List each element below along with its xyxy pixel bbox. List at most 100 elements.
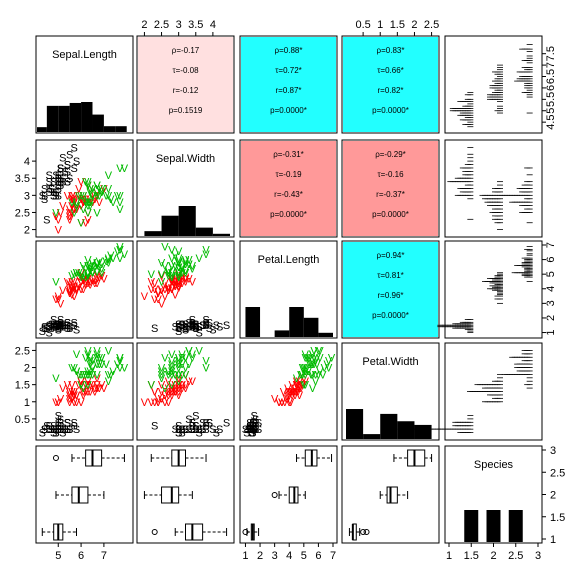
scatter-point: V: [290, 387, 298, 399]
scatter-point: V: [158, 284, 166, 296]
scatter-point: S: [249, 424, 256, 436]
scatter-point: V: [73, 397, 81, 409]
tick-label: 4: [286, 550, 292, 562]
scatter-point: V: [158, 393, 166, 405]
scatter-point: V: [105, 184, 113, 196]
scatter-point: V: [71, 363, 79, 375]
scatter-point: S: [246, 421, 253, 433]
scatter-point: S: [192, 421, 199, 433]
scatter-point: V: [315, 345, 323, 357]
scatter-point: V: [66, 211, 74, 223]
scatter-point: V: [68, 201, 76, 213]
scatter-point: V: [77, 177, 85, 189]
scatter-point: V: [84, 387, 92, 399]
scatter-point: V: [284, 383, 292, 395]
scatter-point: V: [98, 359, 106, 371]
scatter-point: V: [161, 383, 169, 395]
scatter-point: S: [196, 428, 203, 440]
tick-label: 4.5: [545, 115, 557, 130]
scatter-point: V: [288, 390, 296, 402]
tick-label: 3: [535, 550, 541, 562]
scatter-point: V: [93, 180, 101, 192]
scatter-point: S: [189, 424, 196, 436]
scatter-point: V: [84, 201, 92, 213]
scatter-point: S: [55, 177, 62, 189]
scatter-point: S: [50, 424, 57, 436]
scatter-point: S: [178, 424, 185, 436]
scatter-point: V: [168, 363, 176, 375]
scatter-point: V: [293, 387, 301, 399]
scatter-point: S: [189, 424, 196, 436]
boxplot-box: [185, 523, 204, 541]
scatter-point: V: [71, 387, 79, 399]
scatter-point: S: [55, 322, 62, 334]
scatter-point: V: [77, 369, 85, 381]
scatter-point: V: [93, 369, 101, 381]
correlation-stat: τ=-0.08: [172, 66, 199, 75]
scatter-point: S: [185, 317, 192, 329]
scatter-point: V: [154, 287, 162, 299]
scatter-point: V: [312, 356, 320, 368]
scatter-point: V: [55, 397, 63, 409]
scatter-point: V: [77, 218, 85, 230]
scatter-point: V: [87, 187, 95, 199]
scatter-point: V: [202, 249, 210, 261]
scatter-point: S: [55, 170, 62, 182]
tick-label: 5: [55, 550, 61, 562]
scatter-point: V: [313, 359, 321, 371]
scatter-point: V: [75, 380, 83, 392]
scatter-point: V: [89, 380, 97, 392]
scatter-point: V: [71, 281, 79, 293]
scatter-point: V: [316, 345, 324, 357]
correlation-stat: p=0.0000*: [372, 106, 409, 115]
histogram-bar: [103, 126, 116, 132]
scatter-point: V: [84, 180, 92, 192]
tick-label: 6: [545, 257, 557, 263]
tick-label: 5: [545, 108, 557, 114]
scatter-point: V: [172, 250, 180, 262]
scatter-point: S: [175, 424, 182, 436]
scatter-point: S: [202, 319, 209, 331]
scatter-point: V: [185, 345, 193, 357]
scatter-point: V: [161, 284, 169, 296]
scatter-point: V: [68, 282, 76, 294]
scatter-point: V: [296, 383, 304, 395]
scatter-point: V: [175, 246, 183, 258]
scatter-point: V: [80, 190, 88, 202]
correlation-stat: p=0.0000*: [372, 311, 409, 320]
scatter-point: S: [41, 424, 48, 436]
scatter-point: V: [87, 380, 95, 392]
scatter-point: V: [89, 266, 97, 278]
scatter-point: S: [66, 424, 73, 436]
scatter-point: S: [48, 323, 55, 335]
scatter-point: S: [59, 173, 66, 185]
tick-label: 1: [242, 550, 248, 562]
scatter-point: V: [286, 397, 294, 409]
scatter-point: V: [178, 263, 186, 275]
scatter-point: V: [296, 390, 304, 402]
tick-label: 2: [545, 315, 557, 321]
scatter-point: S: [196, 424, 203, 436]
scatter-point: V: [82, 387, 90, 399]
scatter-point: S: [209, 325, 216, 337]
scatter-point: S: [57, 317, 64, 329]
scatter-point: V: [96, 272, 104, 284]
scatter-point: V: [185, 359, 193, 371]
scatter-point: V: [300, 373, 308, 385]
boxplot-box: [407, 449, 426, 467]
scatter-point: V: [93, 180, 101, 192]
scatter-point: S: [57, 320, 64, 332]
scatter-point: S: [249, 424, 256, 436]
scatter-point: V: [175, 278, 183, 290]
scatter-point: V: [182, 369, 190, 381]
scatter-point: S: [199, 417, 206, 429]
scatter-point: S: [255, 417, 262, 429]
scatter-point: V: [175, 276, 183, 288]
scatter-point: V: [105, 255, 113, 267]
scatter-point: V: [84, 269, 92, 281]
scatter-point: V: [80, 383, 88, 395]
scatter-point: V: [98, 268, 106, 280]
tick-label: 6: [315, 550, 321, 562]
panel-frame: [35, 139, 134, 238]
scatter-point: V: [182, 268, 190, 280]
